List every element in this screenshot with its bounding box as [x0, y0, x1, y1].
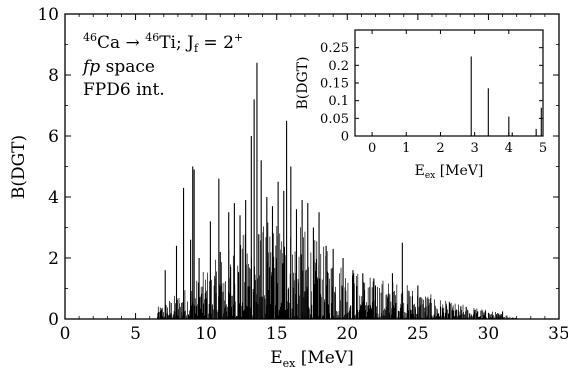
- main-y-tick-label: 2: [48, 249, 59, 269]
- main-x-tick-label: 25: [407, 324, 429, 344]
- main-y-tick-label: 8: [48, 66, 59, 86]
- inset-x-tick-label: 2: [436, 141, 444, 156]
- inset-y-tick-label: 0.1: [328, 94, 349, 109]
- inset-chart: 0 1 2 3 4 5 0 0.05 0.1 0.15 0.2 0.25 B(DGT) Eex [Me…: [295, 29, 547, 181]
- main-x-tick-label: 10: [195, 324, 217, 344]
- inset-y-tick-label: 0: [341, 130, 349, 145]
- inset-y-tick-label: 0.25: [320, 41, 349, 56]
- main-y-tick-label: 4: [48, 188, 59, 208]
- model-space-annotation: fp space: [81, 57, 155, 77]
- main-x-tick-label: 5: [130, 324, 141, 344]
- main-y-tick-label: 6: [48, 127, 59, 147]
- inset-y-tick-label: 0.2: [328, 59, 349, 74]
- inset-x-tick-label: 5: [539, 141, 547, 156]
- interaction-annotation: FPD6 int.: [83, 80, 165, 100]
- inset-y-axis-title: B(DGT): [295, 57, 311, 110]
- inset-ticks: 0 1 2 3 4 5 0 0.05 0.1 0.15 0.2 0.25: [320, 30, 547, 156]
- main-x-tick-label: 20: [336, 324, 358, 344]
- main-x-tick-label: 15: [266, 324, 288, 344]
- main-x-tick-label: 30: [478, 324, 500, 344]
- inset-y-tick-label: 0.05: [320, 112, 349, 127]
- inset-background: [355, 30, 543, 136]
- main-bars: [156, 62, 517, 319]
- inset-y-tick-label: 0.15: [320, 77, 349, 92]
- main-x-axis-title: Eex [MeV]: [270, 348, 354, 370]
- main-y-tick-label: 10: [37, 5, 59, 25]
- inset-x-tick-label: 3: [470, 141, 478, 156]
- main-x-tick-label: 35: [548, 324, 568, 344]
- main-x-tick-label: 0: [60, 324, 71, 344]
- inset-x-axis-title: Eex [MeV]: [415, 163, 484, 181]
- x-axis-title-unit: [MeV]: [295, 348, 353, 368]
- x-axis-title-sub: ex: [283, 357, 297, 370]
- main-y-tick-label: 0: [48, 310, 59, 330]
- inset-x-tick-label: 0: [368, 141, 376, 156]
- reaction-annotation: 46Ca → 46Ti; Jf = 2+: [83, 31, 243, 55]
- inset-x-tick-label: 4: [505, 141, 513, 156]
- x-axis-title-main: E: [270, 348, 282, 368]
- main-y-axis-title: B(DGT): [9, 135, 29, 199]
- inset-x-tick-label: 1: [402, 141, 410, 156]
